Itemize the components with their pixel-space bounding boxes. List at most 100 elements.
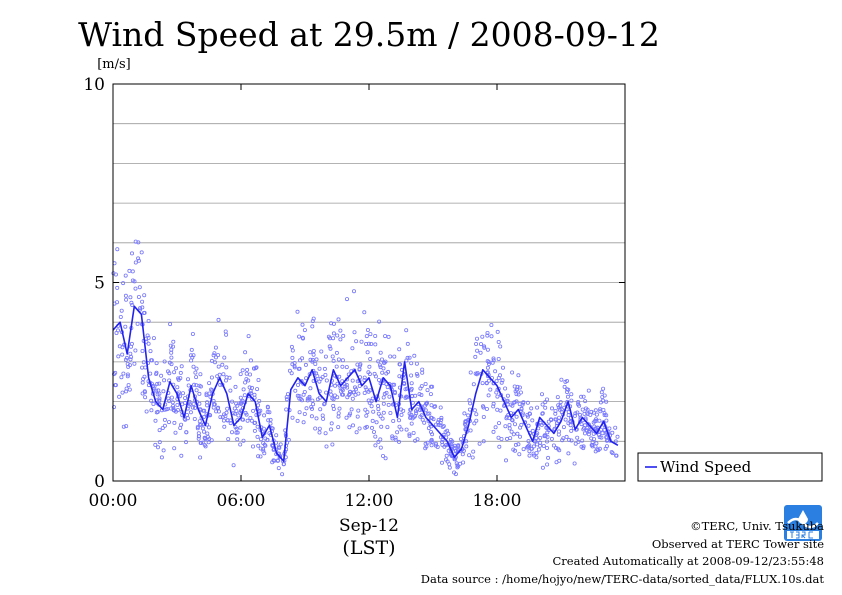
data-point: [378, 437, 383, 442]
data-point: [585, 407, 590, 412]
data-point: [209, 375, 214, 380]
data-point: [535, 405, 540, 410]
data-point: [594, 412, 599, 417]
data-point: [478, 350, 483, 355]
data-point: [494, 379, 499, 384]
data-point: [386, 402, 391, 407]
data-point: [263, 443, 268, 448]
data-point: [407, 433, 412, 438]
data-point: [404, 358, 409, 363]
data-point: [485, 330, 490, 335]
data-point: [494, 390, 499, 395]
data-point: [429, 403, 434, 408]
data-point: [141, 360, 146, 365]
data-point: [193, 370, 198, 375]
data-point: [562, 384, 567, 389]
data-point: [369, 341, 374, 346]
data-point: [140, 305, 145, 310]
data-point: [441, 424, 446, 429]
data-point: [470, 455, 475, 460]
data-point: [475, 348, 480, 353]
data-point: [436, 420, 441, 425]
data-point: [425, 388, 430, 393]
data-point: [504, 436, 509, 441]
data-point: [149, 408, 154, 413]
data-point: [276, 466, 281, 471]
data-point: [212, 351, 217, 356]
data-point: [489, 322, 494, 327]
data-point: [526, 423, 531, 428]
data-point: [257, 398, 262, 403]
data-point: [113, 383, 118, 388]
credit-observed: Observed at TERC Tower site: [651, 537, 824, 551]
data-point: [403, 387, 408, 392]
data-point: [415, 373, 420, 378]
data-point: [251, 408, 256, 413]
data-point: [373, 374, 378, 379]
data-point: [318, 407, 323, 412]
data-point: [448, 439, 453, 444]
data-point: [429, 443, 434, 448]
data-point: [425, 411, 430, 416]
data-point: [153, 418, 158, 423]
data-point: [429, 424, 434, 429]
data-point: [300, 356, 305, 361]
data-point: [339, 389, 344, 394]
data-point: [590, 442, 595, 447]
data-point: [179, 364, 184, 369]
data-point: [151, 336, 156, 341]
data-point: [365, 350, 370, 355]
data-point: [423, 381, 428, 386]
data-point: [545, 445, 550, 450]
data-point: [300, 335, 305, 340]
data-point: [258, 454, 263, 459]
data-point: [328, 427, 333, 432]
data-point: [197, 419, 202, 424]
data-point: [154, 410, 159, 415]
data-point: [213, 355, 218, 360]
data-point: [317, 366, 322, 371]
data-point: [179, 422, 184, 427]
data-point: [481, 439, 486, 444]
data-point: [486, 361, 491, 366]
data-point: [218, 382, 223, 387]
data-point: [355, 414, 360, 419]
data-point: [396, 418, 401, 423]
data-point: [504, 414, 509, 419]
data-point: [496, 435, 501, 440]
data-point: [540, 411, 545, 416]
data-point: [223, 329, 228, 334]
data-point: [397, 374, 402, 379]
data-point: [290, 415, 295, 420]
data-point: [126, 383, 131, 388]
data-point: [613, 439, 618, 444]
data-point: [375, 403, 380, 408]
data-point: [580, 438, 585, 443]
data-point: [407, 355, 412, 360]
data-point: [301, 420, 306, 425]
data-point: [243, 380, 248, 385]
data-point: [267, 410, 272, 415]
data-point: [220, 415, 225, 420]
data-point: [526, 439, 531, 444]
data-point: [564, 434, 569, 439]
data-point: [387, 394, 392, 399]
data-point: [175, 385, 180, 390]
data-point: [148, 371, 153, 376]
credit-copyright: ©TERC, Univ. Tsukuba: [690, 519, 824, 533]
data-point: [554, 445, 559, 450]
data-point: [573, 411, 578, 416]
data-point: [242, 393, 247, 398]
data-point: [559, 407, 564, 412]
data-point: [204, 391, 209, 396]
data-point: [529, 406, 534, 411]
data-point: [223, 378, 228, 383]
data-point: [425, 440, 430, 445]
data-point: [432, 404, 437, 409]
data-point: [188, 410, 193, 415]
data-point: [386, 334, 391, 339]
data-point: [373, 342, 378, 347]
data-point: [362, 375, 367, 380]
data-point: [341, 333, 346, 338]
data-point: [153, 442, 158, 447]
